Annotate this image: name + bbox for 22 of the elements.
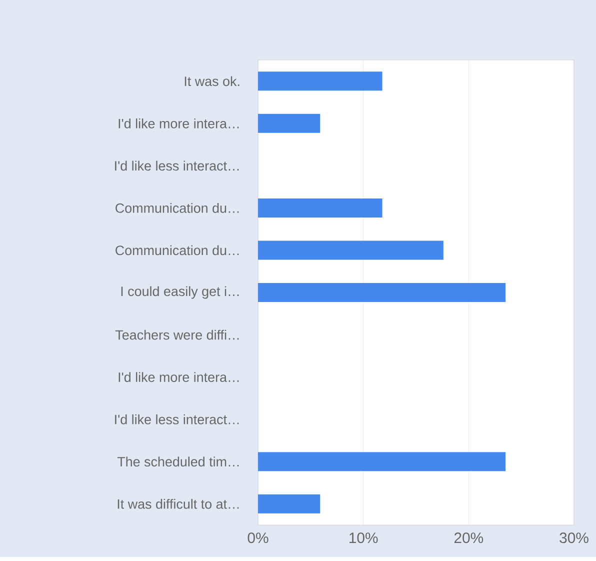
bar <box>258 283 506 302</box>
x-tick-label: 30% <box>560 532 588 544</box>
y-tick-label: Teachers were diffi… <box>115 330 239 340</box>
bar <box>258 198 382 218</box>
bar <box>258 114 320 133</box>
y-tick-label: The scheduled tim… <box>117 456 239 467</box>
y-tick-label: I'd like more intera… <box>118 118 239 128</box>
y-tick-label: I'd like less interact… <box>115 414 239 424</box>
y-tick-label: It was ok. <box>184 76 240 86</box>
x-tick-label: 20% <box>454 532 484 544</box>
bar <box>258 240 444 260</box>
y-tick-label: Communication du… <box>116 203 239 213</box>
y-tick-label: It was difficult to at… <box>118 498 239 509</box>
y-tick-label: Communication du… <box>116 245 239 256</box>
y-tick-label: I'd like less interact… <box>115 160 239 171</box>
bar <box>258 72 382 91</box>
x-tick-label: 0% <box>248 532 268 544</box>
y-tick-label: I could easily get i… <box>121 286 239 299</box>
bar <box>258 494 320 514</box>
y-tick-label: I'd like more intera… <box>118 372 239 382</box>
x-tick-label: 10% <box>350 532 378 544</box>
bar <box>258 452 506 472</box>
